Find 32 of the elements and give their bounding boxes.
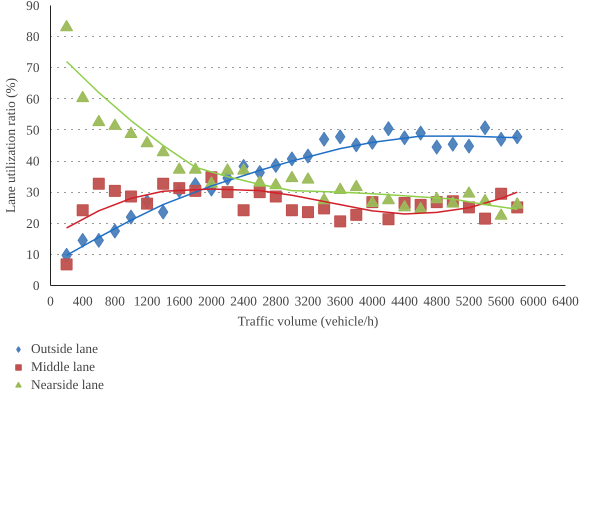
legend-label: Outside lane xyxy=(31,341,98,357)
y-tick-label: 80 xyxy=(26,29,40,44)
legend-label: Middle lane xyxy=(31,359,96,375)
x-tick-label: 2000 xyxy=(198,294,226,308)
y-tick-label: 60 xyxy=(26,91,40,106)
y-axis-title: Lane utilization ratio (%) xyxy=(3,78,18,214)
x-tick-label: 5600 xyxy=(488,294,515,308)
x-tick-label: 6000 xyxy=(520,294,547,308)
y-tick-label: 30 xyxy=(26,184,40,200)
x-tick-label: 2800 xyxy=(262,294,290,308)
y-tick-label: 50 xyxy=(26,122,40,138)
x-tick-label: 6400 xyxy=(552,294,580,308)
x-tick-label: 4400 xyxy=(391,294,418,308)
x-tick-label: 5200 xyxy=(456,294,483,308)
x-tick-label: 4000 xyxy=(359,294,386,308)
x-tick-label: 1600 xyxy=(166,294,193,308)
x-tick-label: 3200 xyxy=(294,294,322,308)
x-tick-label: 0 xyxy=(47,294,54,308)
y-tick-label: 0 xyxy=(32,278,40,293)
y-tick-label: 40 xyxy=(26,154,40,169)
y-tick-label: 10 xyxy=(26,246,40,262)
x-tick-label: 400 xyxy=(72,294,94,308)
x-tick-label: 1200 xyxy=(134,294,161,308)
y-tick-label: 20 xyxy=(26,216,40,231)
x-tick-label: 4800 xyxy=(423,294,450,308)
x-tick-label: 800 xyxy=(104,294,126,308)
x-tick-label: 3600 xyxy=(326,294,354,308)
x-tick-label: 2400 xyxy=(230,294,258,308)
y-tick-label: 70 xyxy=(26,60,40,76)
y-tick-label: 90 xyxy=(26,0,40,13)
legend-label: Nearside lane xyxy=(31,377,104,393)
x-axis-title: Traffic volume (vehicle/h) xyxy=(238,314,378,328)
